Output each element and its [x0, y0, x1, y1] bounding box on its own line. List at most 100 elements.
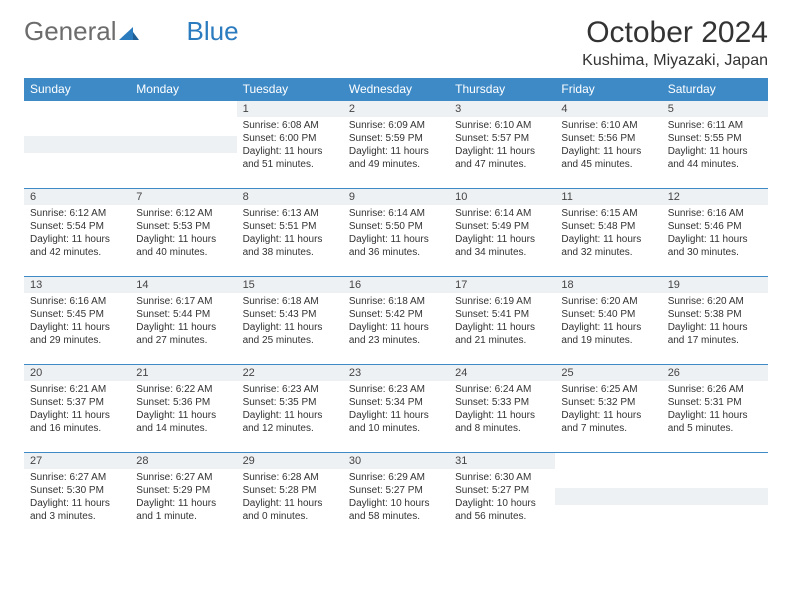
sunrise-text: Sunrise: 6:11 AM: [668, 119, 762, 132]
daylight-text: Daylight: 11 hours and 10 minutes.: [349, 409, 443, 435]
sunrise-text: Sunrise: 6:27 AM: [30, 471, 124, 484]
calendar-week-row: 27Sunrise: 6:27 AMSunset: 5:30 PMDayligh…: [24, 453, 768, 541]
weekday-header: Sunday: [24, 78, 130, 101]
day-cell: 12 Sunrise: 6:16 AMSunset: 5:46 PMDayligh…: [662, 189, 768, 277]
day-info: Sunrise: 6:23 AMSunset: 5:34 PMDaylight:…: [343, 381, 449, 439]
daylight-text: Daylight: 11 hours and 0 minutes.: [243, 497, 337, 523]
day-info: Sunrise: 6:08 AMSunset: 6:00 PMDaylight:…: [237, 117, 343, 175]
sunrise-text: Sunrise: 6:16 AM: [668, 207, 762, 220]
empty-day-cell: [24, 101, 130, 189]
sunrise-text: Sunrise: 6:20 AM: [668, 295, 762, 308]
sunrise-text: Sunrise: 6:21 AM: [30, 383, 124, 396]
day-cell: 9Sunrise: 6:14 AMSunset: 5:50 PMDaylight…: [343, 189, 449, 277]
day-cell: 22 Sunrise: 6:23 AMSunset: 5:35 PMDayligh…: [237, 365, 343, 453]
daylight-text: Daylight: 11 hours and 45 minutes.: [561, 145, 655, 171]
sunrise-text: Sunrise: 6:23 AM: [243, 383, 337, 396]
sunset-text: Sunset: 5:46 PM: [668, 220, 762, 233]
daylight-text: Daylight: 11 hours and 16 minutes.: [30, 409, 124, 435]
sunset-text: Sunset: 5:40 PM: [561, 308, 655, 321]
daylight-text: Daylight: 10 hours and 58 minutes.: [349, 497, 443, 523]
location: Kushima, Miyazaki, Japan: [582, 52, 768, 70]
day-number: 29: [237, 453, 343, 469]
weekday-header: Monday: [130, 78, 236, 101]
sunrise-text: Sunrise: 6:29 AM: [349, 471, 443, 484]
day-number: 1: [237, 101, 343, 117]
sunset-text: Sunset: 5:48 PM: [561, 220, 655, 233]
day-number: 21: [130, 365, 236, 381]
daylight-text: Daylight: 11 hours and 30 minutes.: [668, 233, 762, 259]
day-number: 12: [662, 189, 768, 205]
sunrise-text: Sunrise: 6:27 AM: [136, 471, 230, 484]
day-cell: 13Sunrise: 6:16 AMSunset: 5:45 PMDayligh…: [24, 277, 130, 365]
day-info: Sunrise: 6:27 AMSunset: 5:30 PMDaylight:…: [24, 469, 130, 527]
sunset-text: Sunset: 5:36 PM: [136, 396, 230, 409]
weekday-header: Friday: [555, 78, 661, 101]
sunrise-text: Sunrise: 6:19 AM: [455, 295, 549, 308]
day-info: Sunrise: 6:10 AMSunset: 5:57 PMDaylight:…: [449, 117, 555, 175]
sunrise-text: Sunrise: 6:26 AM: [668, 383, 762, 396]
day-info: Sunrise: 6:14 AMSunset: 5:50 PMDaylight:…: [343, 205, 449, 263]
sunset-text: Sunset: 5:38 PM: [668, 308, 762, 321]
weekday-header: Thursday: [449, 78, 555, 101]
sunrise-text: Sunrise: 6:13 AM: [243, 207, 337, 220]
triangle-icon: [119, 16, 139, 47]
sunrise-text: Sunrise: 6:20 AM: [561, 295, 655, 308]
daylight-text: Daylight: 11 hours and 36 minutes.: [349, 233, 443, 259]
daylight-text: Daylight: 11 hours and 25 minutes.: [243, 321, 337, 347]
daylight-text: Daylight: 11 hours and 14 minutes.: [136, 409, 230, 435]
day-number: 3: [449, 101, 555, 117]
sunrise-text: Sunrise: 6:22 AM: [136, 383, 230, 396]
sunset-text: Sunset: 5:44 PM: [136, 308, 230, 321]
day-number: 2: [343, 101, 449, 117]
sunrise-text: Sunrise: 6:14 AM: [455, 207, 549, 220]
day-cell: 23Sunrise: 6:23 AMSunset: 5:34 PMDayligh…: [343, 365, 449, 453]
day-cell: 30Sunrise: 6:29 AMSunset: 5:27 PMDayligh…: [343, 453, 449, 541]
empty-day-cell: [662, 453, 768, 541]
day-info: Sunrise: 6:25 AMSunset: 5:32 PMDaylight:…: [555, 381, 661, 439]
daylight-text: Daylight: 11 hours and 17 minutes.: [668, 321, 762, 347]
sunset-text: Sunset: 5:32 PM: [561, 396, 655, 409]
weekday-header: Tuesday: [237, 78, 343, 101]
day-cell: 17Sunrise: 6:19 AMSunset: 5:41 PMDayligh…: [449, 277, 555, 365]
sunrise-text: Sunrise: 6:17 AM: [136, 295, 230, 308]
day-cell: 2Sunrise: 6:09 AMSunset: 5:59 PMDaylight…: [343, 101, 449, 189]
sunrise-text: Sunrise: 6:30 AM: [455, 471, 549, 484]
day-cell: 3Sunrise: 6:10 AMSunset: 5:57 PMDaylight…: [449, 101, 555, 189]
day-number: 6: [24, 189, 130, 205]
sunset-text: Sunset: 5:41 PM: [455, 308, 549, 321]
day-number: 23: [343, 365, 449, 381]
daylight-text: Daylight: 11 hours and 3 minutes.: [30, 497, 124, 523]
day-info: Sunrise: 6:13 AMSunset: 5:51 PMDaylight:…: [237, 205, 343, 263]
daylight-text: Daylight: 11 hours and 1 minute.: [136, 497, 230, 523]
daylight-text: Daylight: 11 hours and 8 minutes.: [455, 409, 549, 435]
sunset-text: Sunset: 5:35 PM: [243, 396, 337, 409]
day-number: 28: [130, 453, 236, 469]
day-info: Sunrise: 6:22 AMSunset: 5:36 PMDaylight:…: [130, 381, 236, 439]
day-number: 15: [237, 277, 343, 293]
day-info: Sunrise: 6:17 AMSunset: 5:44 PMDaylight:…: [130, 293, 236, 351]
sunset-text: Sunset: 5:37 PM: [30, 396, 124, 409]
day-number: 18: [555, 277, 661, 293]
daylight-text: Daylight: 11 hours and 47 minutes.: [455, 145, 549, 171]
day-info: Sunrise: 6:21 AMSunset: 5:37 PMDaylight:…: [24, 381, 130, 439]
day-number: 31: [449, 453, 555, 469]
daylight-text: Daylight: 11 hours and 51 minutes.: [243, 145, 337, 171]
sunrise-text: Sunrise: 6:14 AM: [349, 207, 443, 220]
day-number: 8: [237, 189, 343, 205]
logo-text-blue: Blue: [187, 16, 239, 47]
sunset-text: Sunset: 5:56 PM: [561, 132, 655, 145]
calendar-table: SundayMondayTuesdayWednesdayThursdayFrid…: [24, 78, 768, 541]
sunrise-text: Sunrise: 6:15 AM: [561, 207, 655, 220]
daylight-text: Daylight: 11 hours and 29 minutes.: [30, 321, 124, 347]
sunrise-text: Sunrise: 6:12 AM: [30, 207, 124, 220]
sunset-text: Sunset: 5:29 PM: [136, 484, 230, 497]
sunrise-text: Sunrise: 6:28 AM: [243, 471, 337, 484]
day-number: 22: [237, 365, 343, 381]
sunset-text: Sunset: 5:51 PM: [243, 220, 337, 233]
sunrise-text: Sunrise: 6:16 AM: [30, 295, 124, 308]
day-cell: 31Sunrise: 6:30 AMSunset: 5:27 PMDayligh…: [449, 453, 555, 541]
daylight-text: Daylight: 11 hours and 12 minutes.: [243, 409, 337, 435]
sunrise-text: Sunrise: 6:12 AM: [136, 207, 230, 220]
sunset-text: Sunset: 5:27 PM: [455, 484, 549, 497]
day-cell: 14Sunrise: 6:17 AMSunset: 5:44 PMDayligh…: [130, 277, 236, 365]
